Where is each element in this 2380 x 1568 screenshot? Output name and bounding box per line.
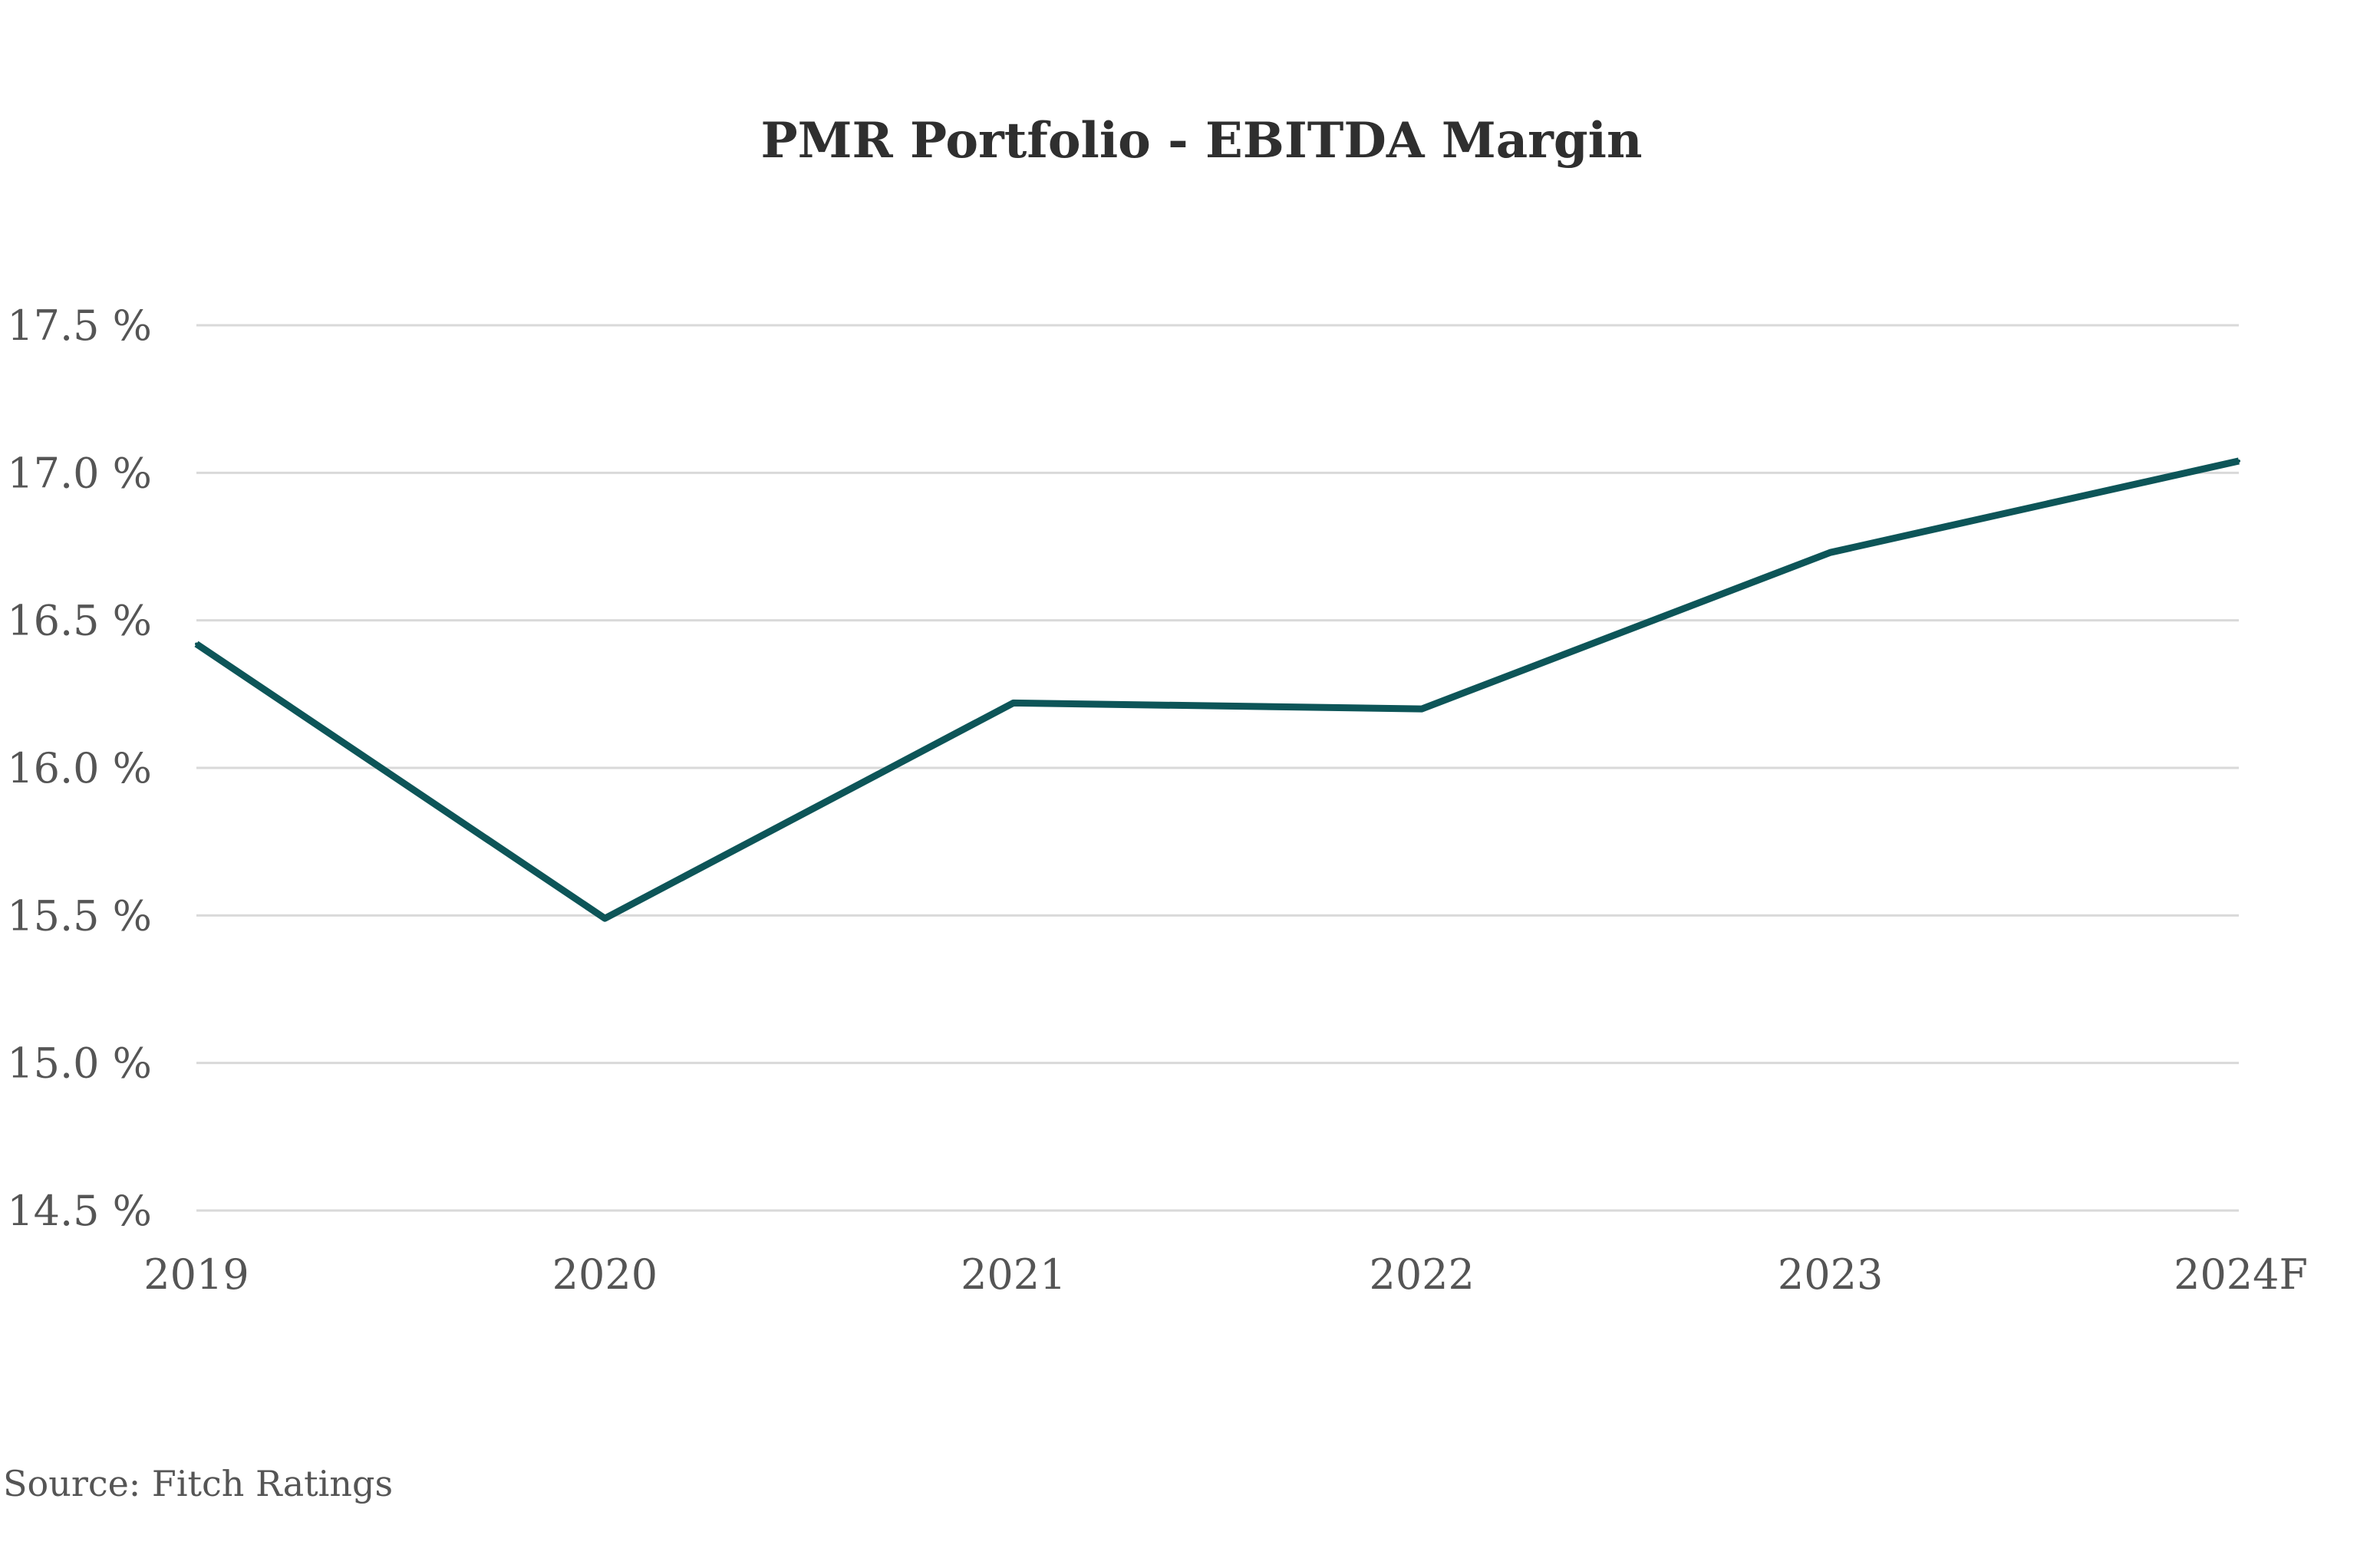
gridlines	[196, 324, 2239, 1212]
y-tick-label: 16.0 %	[7, 744, 152, 792]
y-tick-label: 16.5 %	[7, 597, 152, 645]
x-axis: 2019 2020 2021 2022 2023 2024F	[143, 1250, 2308, 1299]
x-tick-label: 2022	[1369, 1250, 1474, 1299]
x-tick-label: 2021	[961, 1250, 1066, 1299]
x-tick-label: 2023	[1778, 1250, 1883, 1299]
y-tick-label: 14.5 %	[7, 1187, 152, 1235]
y-tick-label: 17.0 %	[7, 449, 152, 497]
source-note: Source: Fitch Ratings	[3, 1463, 393, 1504]
data-point	[603, 917, 607, 921]
data-point	[1420, 707, 1424, 711]
y-tick-label: 15.0 %	[7, 1039, 152, 1088]
series-line	[194, 457, 2240, 922]
chart-title: PMR Portfolio - EBITDA Margin	[761, 112, 1643, 170]
y-tick-label: 17.5 %	[7, 301, 152, 350]
x-tick-label: 2019	[143, 1250, 249, 1299]
y-axis: 14.5 % 15.0 % 15.5 % 16.0 % 16.5 % 17.0 % 17.5…	[7, 301, 152, 1235]
data-point	[1011, 701, 1015, 705]
y-tick-label: 15.5 %	[7, 891, 152, 940]
data-point	[1828, 551, 1832, 555]
x-tick-label: 2024F	[2174, 1250, 2308, 1299]
data-point	[195, 642, 198, 646]
series-lines	[194, 457, 2240, 922]
x-tick-label: 2020	[552, 1250, 658, 1299]
data-point	[2237, 459, 2240, 463]
